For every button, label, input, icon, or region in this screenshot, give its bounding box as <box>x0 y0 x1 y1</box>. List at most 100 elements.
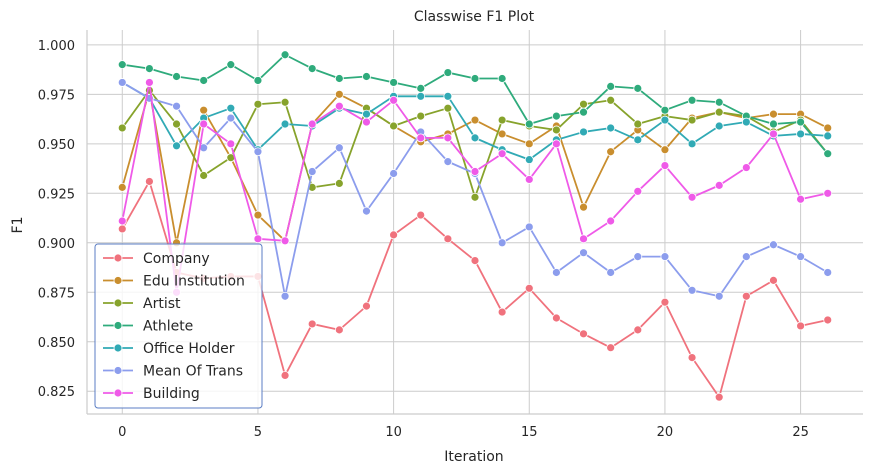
data-point <box>199 171 209 180</box>
y-tick-label: 1.000 <box>38 39 75 54</box>
data-point <box>551 313 561 323</box>
data-point <box>307 167 317 176</box>
data-point <box>280 291 290 301</box>
data-point <box>117 224 127 234</box>
data-point <box>524 139 534 149</box>
data-point <box>280 50 290 60</box>
data-point <box>334 143 344 153</box>
data-point <box>117 182 127 192</box>
legend-swatch-marker <box>113 343 123 353</box>
data-point <box>579 127 588 137</box>
x-axis-label: Iteration <box>444 449 503 465</box>
legend-swatch-marker <box>113 366 123 375</box>
data-point <box>633 186 643 196</box>
data-point <box>172 101 181 111</box>
data-point <box>253 234 263 244</box>
legend-item: Mean Of Trans <box>103 364 243 380</box>
data-point <box>579 202 588 212</box>
data-point <box>470 133 480 143</box>
series-athlete <box>117 50 833 159</box>
series-building <box>117 78 833 297</box>
data-point <box>687 285 697 295</box>
data-point <box>389 230 399 240</box>
data-point <box>741 252 751 262</box>
data-point <box>633 325 643 335</box>
data-point <box>714 107 724 117</box>
data-point <box>714 97 724 107</box>
data-point <box>226 60 236 70</box>
y-tick-label: 0.975 <box>38 88 75 103</box>
data-point <box>769 275 778 285</box>
data-point <box>796 252 805 262</box>
data-point <box>172 72 181 81</box>
data-point <box>687 95 697 105</box>
data-point <box>633 252 643 262</box>
data-point <box>443 103 453 113</box>
data-point <box>334 89 344 99</box>
data-point <box>687 353 697 362</box>
data-point <box>524 175 534 184</box>
y-tick-label: 0.825 <box>38 385 75 400</box>
data-point <box>714 291 724 301</box>
legend-swatch-marker <box>113 253 123 263</box>
data-point <box>714 180 724 190</box>
y-tick-label: 0.925 <box>38 187 75 202</box>
y-tick-label: 0.850 <box>38 336 75 351</box>
data-point <box>362 117 371 127</box>
data-point <box>579 329 588 339</box>
data-point <box>117 216 127 226</box>
legend-item: Athlete <box>103 319 193 335</box>
data-point <box>199 76 209 85</box>
legend-item: Company <box>103 251 210 267</box>
legend-label: Athlete <box>143 319 193 335</box>
data-point <box>551 111 561 121</box>
x-tick-label: 10 <box>385 425 402 440</box>
legend-label: Office Holder <box>143 341 235 357</box>
data-point <box>253 210 263 220</box>
data-point <box>307 319 317 329</box>
data-point <box>362 301 371 311</box>
data-point <box>769 240 778 250</box>
data-point <box>823 268 833 277</box>
y-tick-label: 0.900 <box>38 237 75 252</box>
data-point <box>769 119 778 129</box>
legend-item: Artist <box>103 296 181 312</box>
data-point <box>226 139 236 149</box>
legend-item: Office Holder <box>103 341 235 357</box>
data-point <box>606 268 616 277</box>
data-point <box>145 64 154 73</box>
data-point <box>524 283 534 293</box>
legend-swatch-marker <box>113 388 123 398</box>
data-point <box>633 119 643 129</box>
data-point <box>416 91 426 101</box>
data-point <box>769 109 778 119</box>
data-point <box>307 119 317 129</box>
data-point <box>443 91 453 101</box>
data-point <box>416 210 426 220</box>
data-point <box>389 95 399 105</box>
data-point <box>606 123 616 133</box>
data-point <box>579 107 588 117</box>
legend-label: Building <box>143 386 200 402</box>
legend: Company Edu Institution Artist Athlete Offic… <box>94 243 263 409</box>
data-point <box>497 307 507 317</box>
data-point <box>606 147 616 157</box>
data-point <box>253 99 263 109</box>
data-point <box>687 192 697 202</box>
data-point <box>823 123 833 133</box>
data-point <box>687 115 697 125</box>
legend-label: Mean Of Trans <box>143 364 243 380</box>
data-point <box>579 99 588 109</box>
data-point <box>660 105 670 115</box>
data-point <box>443 157 453 167</box>
data-point <box>334 101 344 111</box>
data-point <box>769 129 778 139</box>
data-point <box>660 297 670 307</box>
data-point <box>606 82 616 91</box>
data-point <box>579 248 588 258</box>
data-point <box>796 117 805 127</box>
data-point <box>796 129 805 139</box>
data-point <box>606 343 616 353</box>
data-point <box>660 252 670 262</box>
legend-swatch-marker <box>113 321 123 330</box>
